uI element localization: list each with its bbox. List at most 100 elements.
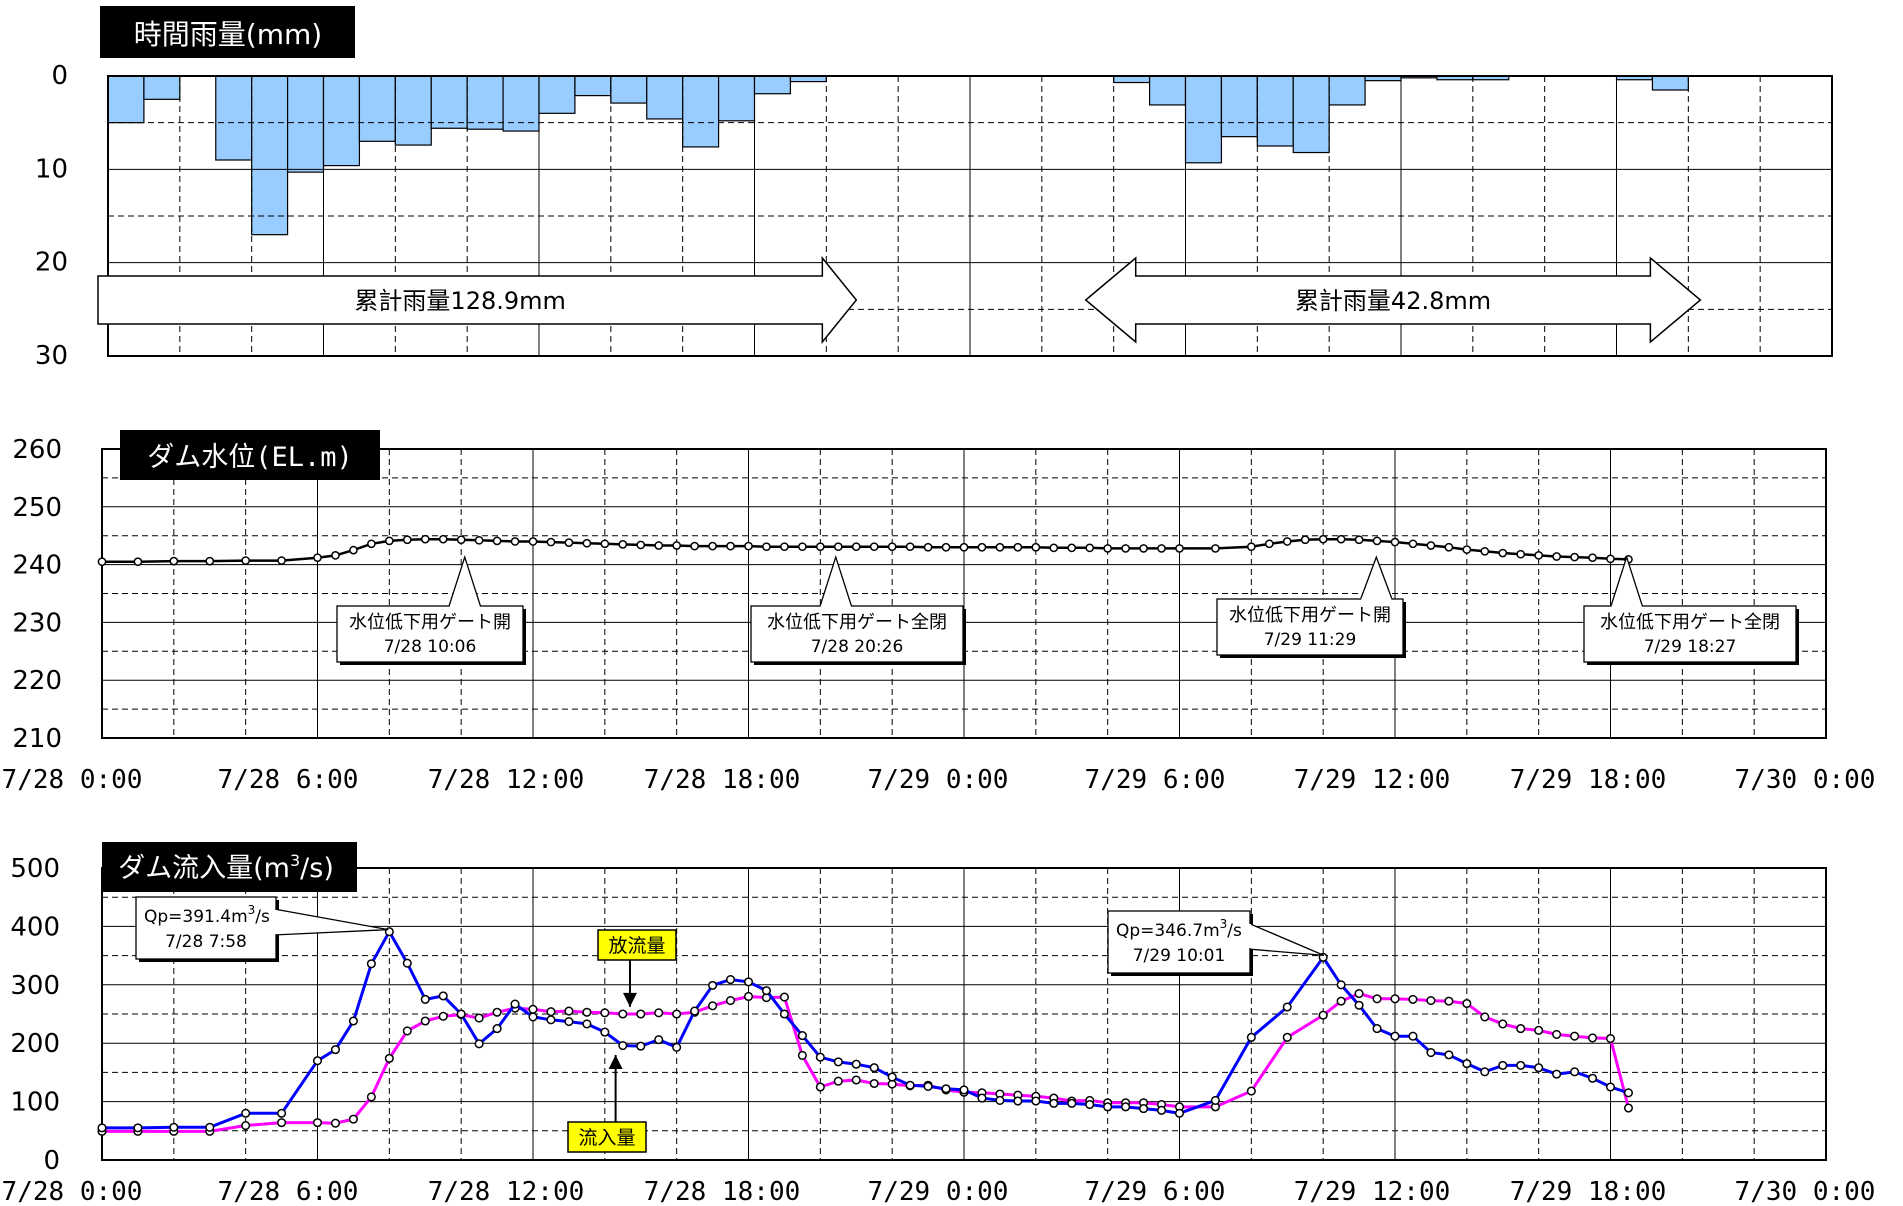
level-point <box>672 541 682 550</box>
outflow-line <box>102 992 1630 1133</box>
level-point <box>1031 542 1041 552</box>
level-title: ダム水位(EL.m) <box>147 442 353 473</box>
rain-total-arrow-1 <box>97 255 858 345</box>
outflow-point <box>672 1009 682 1019</box>
level-ytick: 260 <box>12 435 62 465</box>
inflow-point <box>1426 1047 1436 1058</box>
outflow-point <box>1516 1024 1526 1034</box>
inflow-point <box>743 977 754 987</box>
peak-value: Qp=346.7m <box>1116 921 1220 941</box>
level-point <box>1013 542 1023 552</box>
level-point <box>313 553 322 563</box>
outflow-point <box>1354 989 1364 999</box>
level-xtick: 7/29 6:00 <box>1085 765 1226 795</box>
inflow-point <box>761 986 772 996</box>
inflow-point <box>869 1063 879 1073</box>
inflow-line <box>102 928 1629 1130</box>
outflow-point <box>815 1082 825 1092</box>
level-xtick: 7/28 18:00 <box>644 765 801 795</box>
rain-bar <box>502 75 540 132</box>
inflow-point <box>708 980 718 990</box>
flow-xtick: 7/29 6:00 <box>1085 1177 1226 1206</box>
inflow-point <box>1570 1067 1580 1077</box>
inflow-point <box>1336 980 1346 990</box>
level-callout-title: 水位低下用ゲート開 <box>349 612 511 633</box>
rain-bar <box>215 75 253 161</box>
outflow-point <box>277 1118 287 1128</box>
inflow-point <box>1372 1024 1382 1034</box>
rain-bar <box>1256 75 1294 147</box>
level-frame <box>101 448 1827 739</box>
rain-ytick: 10 <box>35 154 68 184</box>
level-point <box>833 542 843 552</box>
flow-xtick: 7/29 18:00 <box>1510 1177 1667 1206</box>
inflow-point <box>1085 1099 1095 1110</box>
outflow-point <box>1444 996 1454 1006</box>
flow-ytick: 200 <box>10 1029 60 1059</box>
inflow-point <box>779 1009 789 1019</box>
inflow-point <box>438 991 448 1001</box>
outflow-point <box>1552 1029 1562 1039</box>
level-point <box>780 542 789 552</box>
inflow-point <box>1408 1031 1418 1041</box>
level-point <box>277 556 286 565</box>
inflow-point <box>672 1042 682 1052</box>
level-callout-time: 7/29 18:27 <box>1644 637 1737 657</box>
inflow-point <box>169 1122 179 1132</box>
level-point <box>1211 544 1220 553</box>
outflow-point <box>1534 1025 1544 1035</box>
level-point <box>887 542 897 552</box>
outflow-point <box>546 1007 556 1017</box>
rain-bar <box>430 75 468 129</box>
inflow-point <box>456 1009 466 1019</box>
level-callout-pointer <box>1359 555 1394 601</box>
inflow-point <box>564 1017 574 1027</box>
level-point <box>1534 551 1544 560</box>
rain-total-label-1: 累計雨量128.9mm <box>354 287 565 315</box>
level-point <box>528 537 538 546</box>
peak-callout-pointer <box>273 908 389 936</box>
flow-ytick: 0 <box>43 1146 60 1176</box>
series-label-arrowhead <box>622 992 637 1007</box>
level-point <box>941 542 951 552</box>
inflow-point <box>1462 1059 1472 1069</box>
outflow-point <box>492 1007 502 1017</box>
level-point <box>815 542 825 552</box>
rain-bar <box>322 75 361 167</box>
rain-bar <box>753 75 792 95</box>
level-point <box>1588 553 1597 563</box>
outflow-point <box>1462 998 1472 1009</box>
inflow-point <box>1282 1002 1292 1012</box>
inflow-point <box>995 1095 1005 1105</box>
outflow-point <box>1605 1033 1616 1044</box>
rain-bar <box>682 75 720 148</box>
peak-callout-pointer <box>1247 922 1325 956</box>
level-point <box>510 537 520 546</box>
inflow-point <box>851 1059 861 1069</box>
outflow-point <box>833 1076 843 1086</box>
level-point <box>762 542 771 552</box>
level-xtick: 7/28 12:00 <box>428 765 585 795</box>
outflow-point <box>402 1026 412 1036</box>
inflow-point <box>402 958 412 968</box>
level-point <box>564 538 574 547</box>
flow-title-sup: 3 <box>290 851 300 870</box>
outflow-point <box>1570 1031 1580 1041</box>
level-point <box>205 556 215 566</box>
level-ytick: 220 <box>12 666 62 696</box>
inflow-point <box>330 1045 341 1055</box>
inflow-point <box>97 1123 107 1133</box>
level-point <box>1085 543 1095 553</box>
inflow-point <box>905 1080 915 1090</box>
inflow-point <box>887 1072 897 1082</box>
level-ytick: 250 <box>12 493 62 523</box>
level-point <box>744 541 753 551</box>
outflow-point <box>1498 1019 1508 1029</box>
flow-xtick: 7/29 0:00 <box>868 1177 1009 1206</box>
rain-bar <box>143 75 181 100</box>
flow-ytick: 100 <box>10 1088 60 1118</box>
level-point <box>923 542 933 552</box>
outflow-point <box>1623 1103 1634 1113</box>
